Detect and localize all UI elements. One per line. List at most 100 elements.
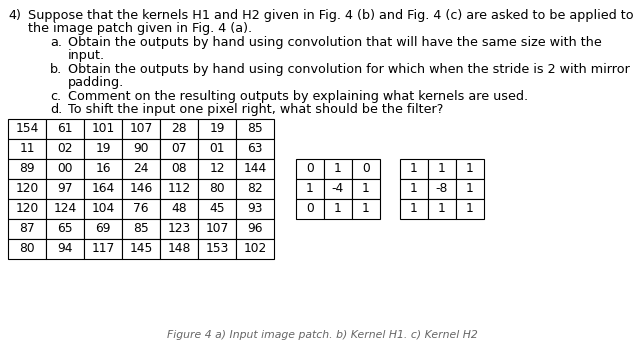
Text: 76: 76 bbox=[133, 203, 149, 216]
Text: 63: 63 bbox=[247, 142, 263, 155]
Text: 0: 0 bbox=[306, 203, 314, 216]
Bar bbox=[122, 119, 160, 139]
Bar bbox=[456, 179, 484, 199]
Text: 11: 11 bbox=[19, 142, 35, 155]
Bar bbox=[198, 199, 236, 219]
Text: 0: 0 bbox=[362, 162, 370, 175]
Text: 1: 1 bbox=[466, 182, 474, 196]
Bar bbox=[122, 179, 160, 199]
Text: 104: 104 bbox=[91, 203, 115, 216]
Bar bbox=[296, 179, 324, 199]
Text: Comment on the resulting outputs by explaining what kernels are used.: Comment on the resulting outputs by expl… bbox=[68, 90, 528, 103]
Text: 96: 96 bbox=[247, 223, 263, 236]
Bar bbox=[84, 159, 122, 179]
Bar bbox=[160, 139, 198, 159]
Text: 107: 107 bbox=[205, 223, 229, 236]
Bar bbox=[8, 139, 46, 159]
Bar bbox=[456, 159, 484, 179]
Text: 24: 24 bbox=[133, 162, 149, 175]
Text: 87: 87 bbox=[19, 223, 35, 236]
Bar bbox=[160, 239, 198, 259]
Bar bbox=[236, 239, 274, 259]
Text: 120: 120 bbox=[15, 203, 39, 216]
Text: 123: 123 bbox=[167, 223, 191, 236]
Text: 1: 1 bbox=[362, 182, 370, 196]
Bar bbox=[46, 119, 84, 139]
Text: d.: d. bbox=[50, 103, 62, 116]
Bar bbox=[8, 219, 46, 239]
Bar bbox=[84, 219, 122, 239]
Text: 12: 12 bbox=[209, 162, 225, 175]
Text: 145: 145 bbox=[129, 243, 153, 256]
Text: 89: 89 bbox=[19, 162, 35, 175]
Text: 112: 112 bbox=[167, 182, 191, 196]
Text: 45: 45 bbox=[209, 203, 225, 216]
Bar bbox=[160, 119, 198, 139]
Bar bbox=[160, 179, 198, 199]
Text: 1: 1 bbox=[438, 203, 446, 216]
Bar bbox=[46, 159, 84, 179]
Text: 93: 93 bbox=[247, 203, 263, 216]
Text: 4): 4) bbox=[8, 9, 21, 22]
Bar bbox=[400, 159, 428, 179]
Bar bbox=[46, 139, 84, 159]
Text: input.: input. bbox=[68, 49, 105, 62]
Bar bbox=[400, 179, 428, 199]
Bar bbox=[8, 239, 46, 259]
Text: 154: 154 bbox=[15, 122, 39, 135]
Bar bbox=[352, 159, 380, 179]
Text: b.: b. bbox=[50, 63, 62, 76]
Text: padding.: padding. bbox=[68, 76, 124, 89]
Text: 1: 1 bbox=[334, 162, 342, 175]
Bar bbox=[400, 199, 428, 219]
Bar bbox=[456, 199, 484, 219]
Bar bbox=[324, 199, 352, 219]
Text: 02: 02 bbox=[57, 142, 73, 155]
Bar bbox=[8, 179, 46, 199]
Text: 164: 164 bbox=[91, 182, 115, 196]
Text: 101: 101 bbox=[91, 122, 115, 135]
Text: 69: 69 bbox=[95, 223, 111, 236]
Bar bbox=[84, 199, 122, 219]
Bar bbox=[122, 219, 160, 239]
Text: 1: 1 bbox=[410, 162, 418, 175]
Bar bbox=[46, 199, 84, 219]
Text: Obtain the outputs by hand using convolution for which when the stride is 2 with: Obtain the outputs by hand using convolu… bbox=[68, 63, 630, 76]
Bar bbox=[198, 119, 236, 139]
Bar bbox=[8, 159, 46, 179]
Text: 28: 28 bbox=[171, 122, 187, 135]
Bar bbox=[428, 199, 456, 219]
Bar bbox=[122, 139, 160, 159]
Text: 08: 08 bbox=[171, 162, 187, 175]
Text: 61: 61 bbox=[57, 122, 73, 135]
Bar bbox=[84, 139, 122, 159]
Bar bbox=[198, 159, 236, 179]
Bar bbox=[198, 179, 236, 199]
Bar bbox=[236, 219, 274, 239]
Bar bbox=[428, 159, 456, 179]
Bar bbox=[8, 199, 46, 219]
Bar bbox=[352, 179, 380, 199]
Bar bbox=[198, 239, 236, 259]
Text: 107: 107 bbox=[129, 122, 153, 135]
Bar bbox=[122, 199, 160, 219]
Bar bbox=[84, 179, 122, 199]
Bar bbox=[122, 239, 160, 259]
Text: 1: 1 bbox=[410, 182, 418, 196]
Bar bbox=[296, 199, 324, 219]
Text: 07: 07 bbox=[171, 142, 187, 155]
Bar bbox=[324, 179, 352, 199]
Bar bbox=[160, 199, 198, 219]
Text: Figure 4 a) Input image patch. b) Kernel H1. c) Kernel H2: Figure 4 a) Input image patch. b) Kernel… bbox=[167, 330, 477, 340]
Text: the image patch given in Fig. 4 (a).: the image patch given in Fig. 4 (a). bbox=[28, 22, 252, 35]
Bar bbox=[236, 179, 274, 199]
Text: 1: 1 bbox=[466, 162, 474, 175]
Bar bbox=[236, 199, 274, 219]
Text: Obtain the outputs by hand using convolution that will have the same size with t: Obtain the outputs by hand using convolu… bbox=[68, 36, 601, 49]
Text: 1: 1 bbox=[334, 203, 342, 216]
Text: 65: 65 bbox=[57, 223, 73, 236]
Bar bbox=[352, 199, 380, 219]
Bar bbox=[46, 239, 84, 259]
Bar bbox=[296, 159, 324, 179]
Text: To shift the input one pixel right, what should be the filter?: To shift the input one pixel right, what… bbox=[68, 103, 443, 116]
